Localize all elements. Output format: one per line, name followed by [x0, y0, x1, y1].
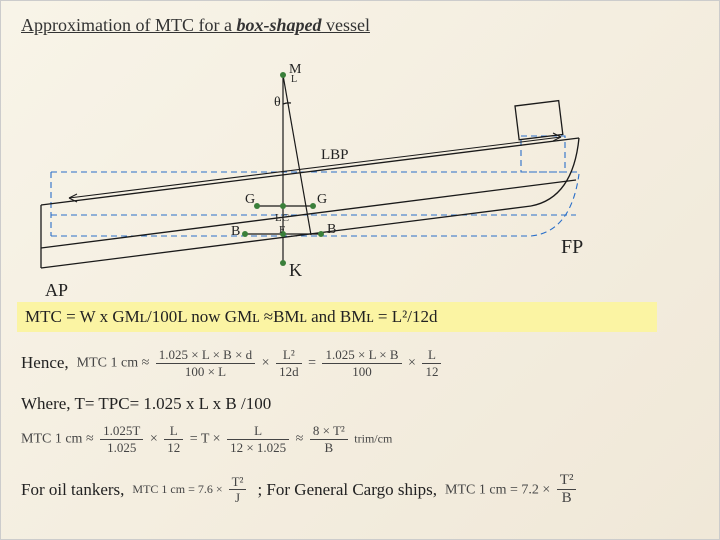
label-ap: AP — [45, 280, 68, 301]
label-g1: G — [317, 192, 327, 208]
label-k: K — [289, 260, 302, 281]
hence-formula: MTC 1 cm ≈ 1.025 × L × B × d100 × L × L²… — [77, 348, 445, 378]
label-lcf: LC — [275, 212, 289, 224]
title-suffix: vessel — [321, 15, 370, 35]
label-b1: B — [327, 222, 336, 238]
label-lcf2: F — [279, 224, 285, 236]
hence-label: Hence, — [21, 353, 69, 373]
tanker-prefix: For oil tankers, — [21, 480, 124, 500]
label-fp: FP — [561, 236, 583, 259]
where-text: Where, T= TPC= 1.025 x L x B /100 — [21, 394, 271, 414]
page-title: Approximation of MTC for a box-shaped ve… — [21, 15, 701, 36]
where-row: Where, T= TPC= 1.025 x L x B /100 — [21, 394, 701, 414]
label-ml-sub: L — [291, 74, 297, 85]
label-lbp: LBP — [321, 147, 349, 164]
hence-row: Hence, MTC 1 cm ≈ 1.025 × L × B × d100 ×… — [21, 348, 701, 378]
cargo-prefix: ; For General Cargo ships, — [257, 480, 437, 500]
title-prefix: Approximation of MTC for a — [21, 15, 236, 35]
cargo-formula: MTC 1 cm = 7.2 × T²B — [445, 473, 579, 508]
title-emph: box-shaped — [236, 15, 321, 35]
second-approx-row: MTC 1 cm ≈ 1.025T1.025 × L12 = T × L12 ×… — [21, 424, 701, 454]
vessel-diagram: M L θ LBP G G B B LC F K AP FP — [21, 40, 641, 300]
examples-row: For oil tankers, MTC 1 cm = 7.6 × T²J ; … — [21, 473, 701, 508]
tanker-formula: MTC 1 cm = 7.6 × T²J — [132, 475, 249, 505]
label-g: G — [245, 192, 255, 208]
label-b: B — [231, 224, 240, 240]
label-theta: θ — [274, 95, 281, 111]
second-approx-formula: MTC 1 cm ≈ 1.025T1.025 × L12 = T × L12 ×… — [21, 424, 392, 454]
highlight-formula: MTC = W x GMʟ/100L now GMʟ ≈BMʟ and BMʟ … — [17, 302, 657, 332]
